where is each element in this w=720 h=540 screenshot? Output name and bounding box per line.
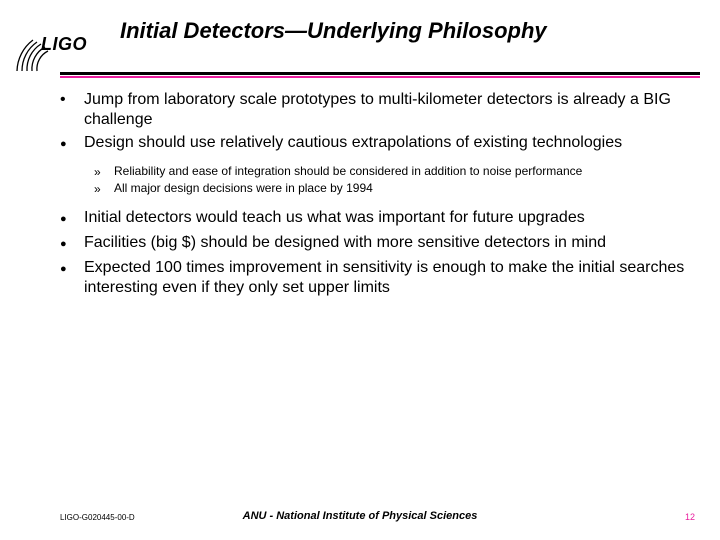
sub-bullet-text: All major design decisions were in place… xyxy=(114,181,373,196)
bullet-marker-solid: ● xyxy=(60,133,84,155)
bullet-marker-solid: ● xyxy=(60,208,84,230)
sub-bullet-item: » All major design decisions were in pla… xyxy=(94,181,690,197)
logo-text: LIGO xyxy=(41,34,87,55)
title-divider xyxy=(60,72,700,75)
sub-bullet-marker: » xyxy=(94,164,114,180)
bullet-marker-solid: ● xyxy=(60,258,84,280)
logo: LIGO xyxy=(15,10,110,58)
bullet-item: • Jump from laboratory scale prototypes … xyxy=(60,90,690,130)
bullet-text: Design should use relatively cautious ex… xyxy=(84,133,622,153)
footer-institution: ANU - National Institute of Physical Sci… xyxy=(0,510,720,522)
bullet-item: ● Facilities (big $) should be designed … xyxy=(60,233,690,255)
bullet-item: ● Design should use relatively cautious … xyxy=(60,133,690,155)
slide-content: • Jump from laboratory scale prototypes … xyxy=(60,90,690,301)
bullet-item: ● Expected 100 times improvement in sens… xyxy=(60,258,690,298)
bullet-text: Facilities (big $) should be designed wi… xyxy=(84,233,606,253)
title-divider-accent xyxy=(60,76,700,78)
sub-bullet-item: » Reliability and ease of integration sh… xyxy=(94,164,690,180)
sub-bullet-text: Reliability and ease of integration shou… xyxy=(114,164,582,179)
sub-bullet-marker: » xyxy=(94,181,114,197)
bullet-marker-solid: ● xyxy=(60,233,84,255)
bullet-text: Expected 100 times improvement in sensit… xyxy=(84,258,690,298)
bullet-item: ● Initial detectors would teach us what … xyxy=(60,208,690,230)
footer-page-number: 12 xyxy=(685,512,695,522)
bullet-text: Initial detectors would teach us what wa… xyxy=(84,208,585,228)
bullet-text: Jump from laboratory scale prototypes to… xyxy=(84,90,690,130)
slide-title: Initial Detectors—Underlying Philosophy xyxy=(120,18,547,44)
bullet-marker-hollow: • xyxy=(60,90,84,110)
